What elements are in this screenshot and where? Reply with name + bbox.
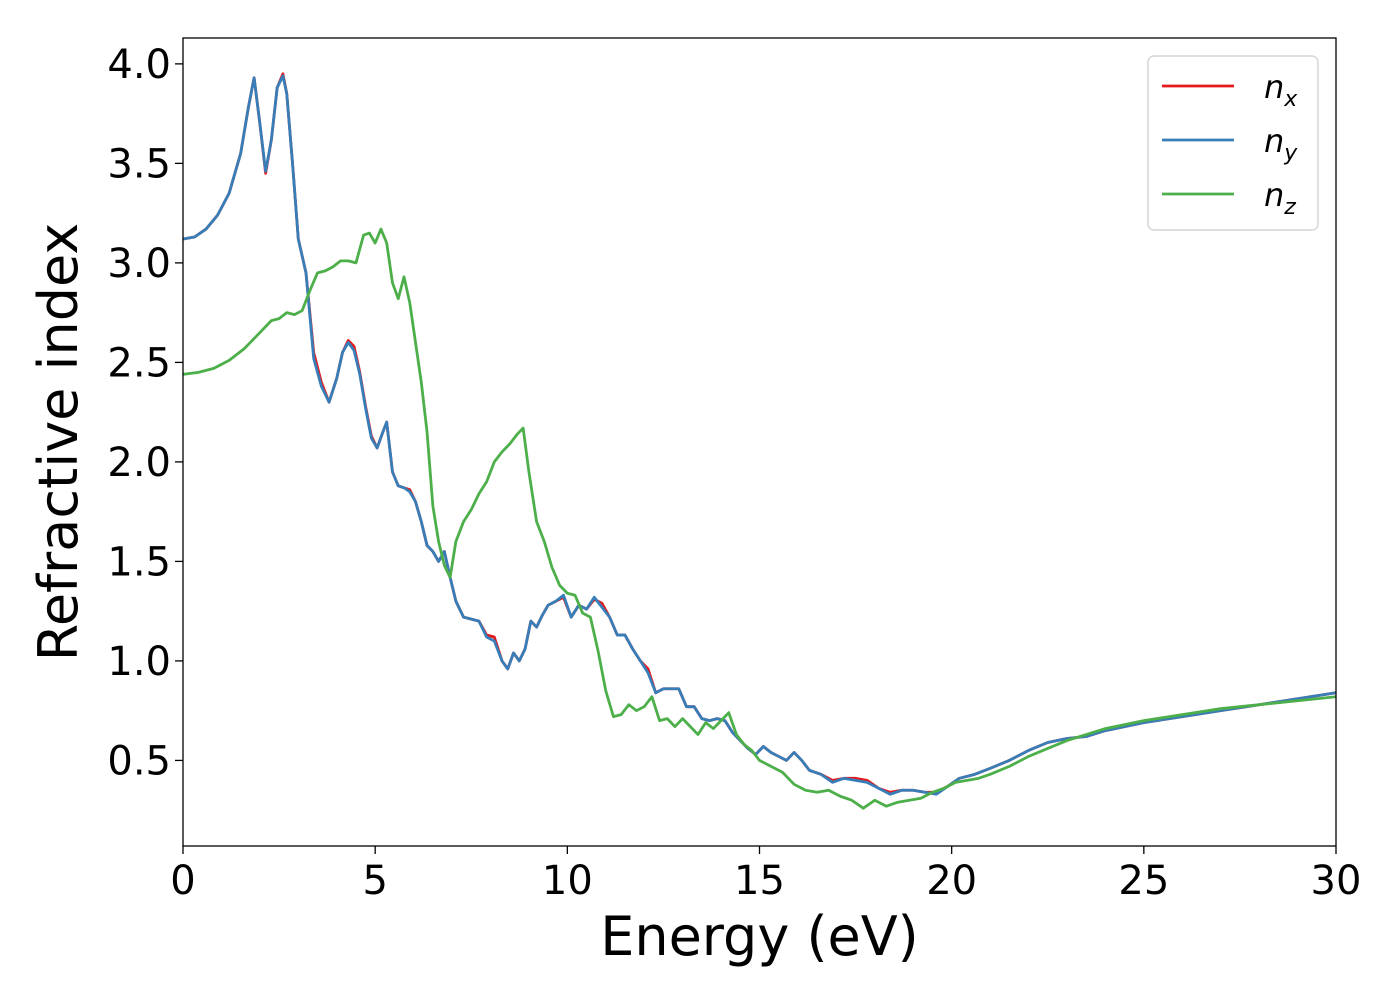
y-tick-label: 1.5 xyxy=(107,539,171,585)
x-axis: 0 5 10 15 20 25 30 xyxy=(170,846,1361,904)
y-tick-label: 2.5 xyxy=(107,340,171,386)
y-axis-label: Refractive index xyxy=(27,223,90,662)
x-axis-label: Energy (eV) xyxy=(600,905,919,968)
y-axis: 0.5 1.0 1.5 2.0 2.5 3.0 3.5 4.0 xyxy=(107,42,183,784)
legend-label: nz xyxy=(1264,176,1296,220)
y-tick-label: 0.5 xyxy=(107,738,171,784)
legend: nx ny nz xyxy=(1147,55,1319,231)
legend-label: nx xyxy=(1264,68,1298,112)
legend-label: ny xyxy=(1264,122,1298,166)
x-tick-label: 5 xyxy=(362,858,387,904)
legend-box xyxy=(1147,55,1319,231)
legend-item: nx xyxy=(1162,68,1298,112)
x-tick-label: 0 xyxy=(170,858,195,904)
series-line-n-z xyxy=(183,227,1336,810)
y-tick-label: 3.5 xyxy=(107,141,171,187)
series-lines xyxy=(183,72,1336,810)
series-line-n-y xyxy=(183,74,1336,796)
x-tick-label: 15 xyxy=(734,858,785,904)
x-tick-label: 30 xyxy=(1311,858,1362,904)
y-tick-label: 2.0 xyxy=(107,440,171,486)
y-tick-label: 1.0 xyxy=(107,639,171,685)
y-tick-label: 4.0 xyxy=(107,42,171,88)
x-tick-label: 25 xyxy=(1118,858,1169,904)
legend-item: nz xyxy=(1162,176,1296,220)
x-tick-label: 20 xyxy=(926,858,977,904)
x-tick-label: 10 xyxy=(542,858,593,904)
legend-item: ny xyxy=(1162,122,1298,166)
y-tick-label: 3.0 xyxy=(107,241,171,287)
